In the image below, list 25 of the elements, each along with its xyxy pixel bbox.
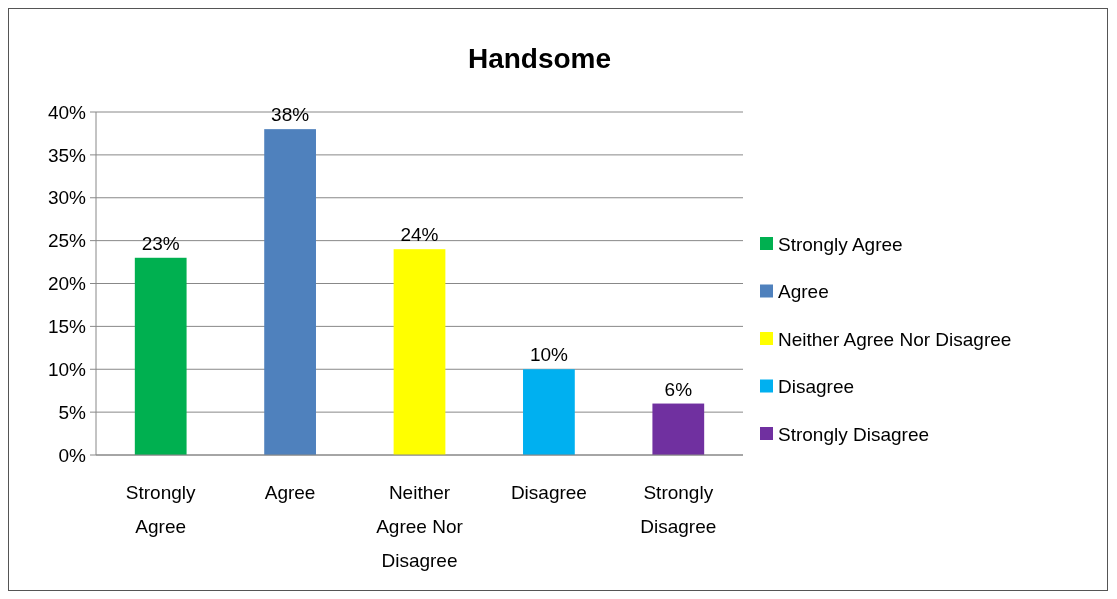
y-tick-label: 15% <box>47 316 87 338</box>
y-tick-label: 35% <box>47 144 87 166</box>
y-tick-label: 30% <box>47 187 87 209</box>
y-tick-label: 10% <box>47 358 87 380</box>
data-label: 38% <box>271 104 310 126</box>
y-tick-label: 25% <box>47 230 87 252</box>
data-label: 23% <box>141 232 180 254</box>
x-tick-label: Disagree <box>510 482 587 503</box>
legend-label: Strongly Disagree <box>778 423 930 445</box>
y-tick-label: 40% <box>47 101 87 123</box>
legend-label: Neither Agree Nor Disagree <box>778 328 1012 350</box>
data-label: 10% <box>529 344 569 366</box>
x-tick-label: Strongly Disagree <box>640 482 717 537</box>
x-tick-label: Strongly Agree <box>125 482 197 537</box>
x-tick-label: Neither Agree Nor Disagree <box>376 482 464 571</box>
legend-label: Disagree <box>778 376 855 398</box>
y-tick-label: 5% <box>58 401 87 423</box>
data-label: 24% <box>400 224 439 246</box>
y-tick-label: 0% <box>58 444 87 466</box>
x-tick-label: Agree <box>264 482 316 503</box>
y-tick-label: 20% <box>47 273 87 295</box>
legend-label: Agree <box>778 281 829 303</box>
data-label: 6% <box>664 378 693 400</box>
chart-title: Handsome <box>467 43 612 74</box>
legend-label: Strongly Agree <box>778 233 903 255</box>
